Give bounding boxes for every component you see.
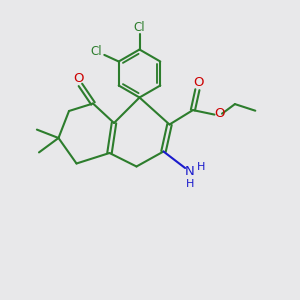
Text: N: N <box>185 165 194 178</box>
Text: Cl: Cl <box>134 21 145 34</box>
Text: H: H <box>196 161 205 172</box>
Text: O: O <box>74 72 84 85</box>
Text: O: O <box>193 76 203 89</box>
Text: Cl: Cl <box>90 45 102 58</box>
Text: H: H <box>185 178 194 189</box>
Text: O: O <box>215 107 225 120</box>
